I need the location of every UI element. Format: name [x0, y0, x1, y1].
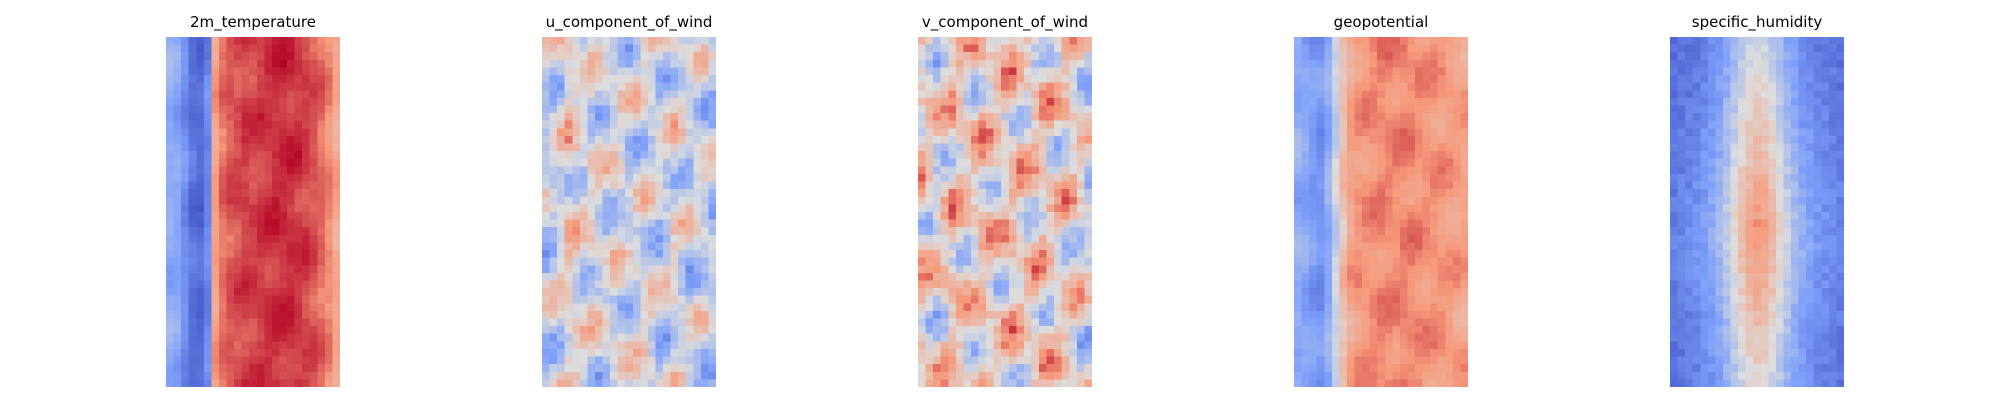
- panel-2m-temperature: 2m_temperature: [153, 0, 353, 400]
- heatmap-v-component-of-wind: [918, 37, 1092, 387]
- panel-specific-humidity: specific_humidity: [1657, 0, 1857, 400]
- heatmap-2m-temperature: [166, 37, 340, 387]
- panel-title: geopotential: [1333, 13, 1429, 31]
- panel-v-component-of-wind: v_component_of_wind: [905, 0, 1105, 400]
- heatmap-geopotential: [1294, 37, 1468, 387]
- heatmap-u-component-of-wind: [542, 37, 716, 387]
- heatmap-specific-humidity: [1670, 37, 1844, 387]
- panel-title: 2m_temperature: [190, 13, 316, 31]
- panel-u-component-of-wind: u_component_of_wind: [529, 0, 729, 400]
- panel-geopotential: geopotential: [1281, 0, 1481, 400]
- panel-title: v_component_of_wind: [921, 13, 1089, 31]
- panel-title: specific_humidity: [1691, 13, 1823, 31]
- panel-title: u_component_of_wind: [545, 13, 713, 31]
